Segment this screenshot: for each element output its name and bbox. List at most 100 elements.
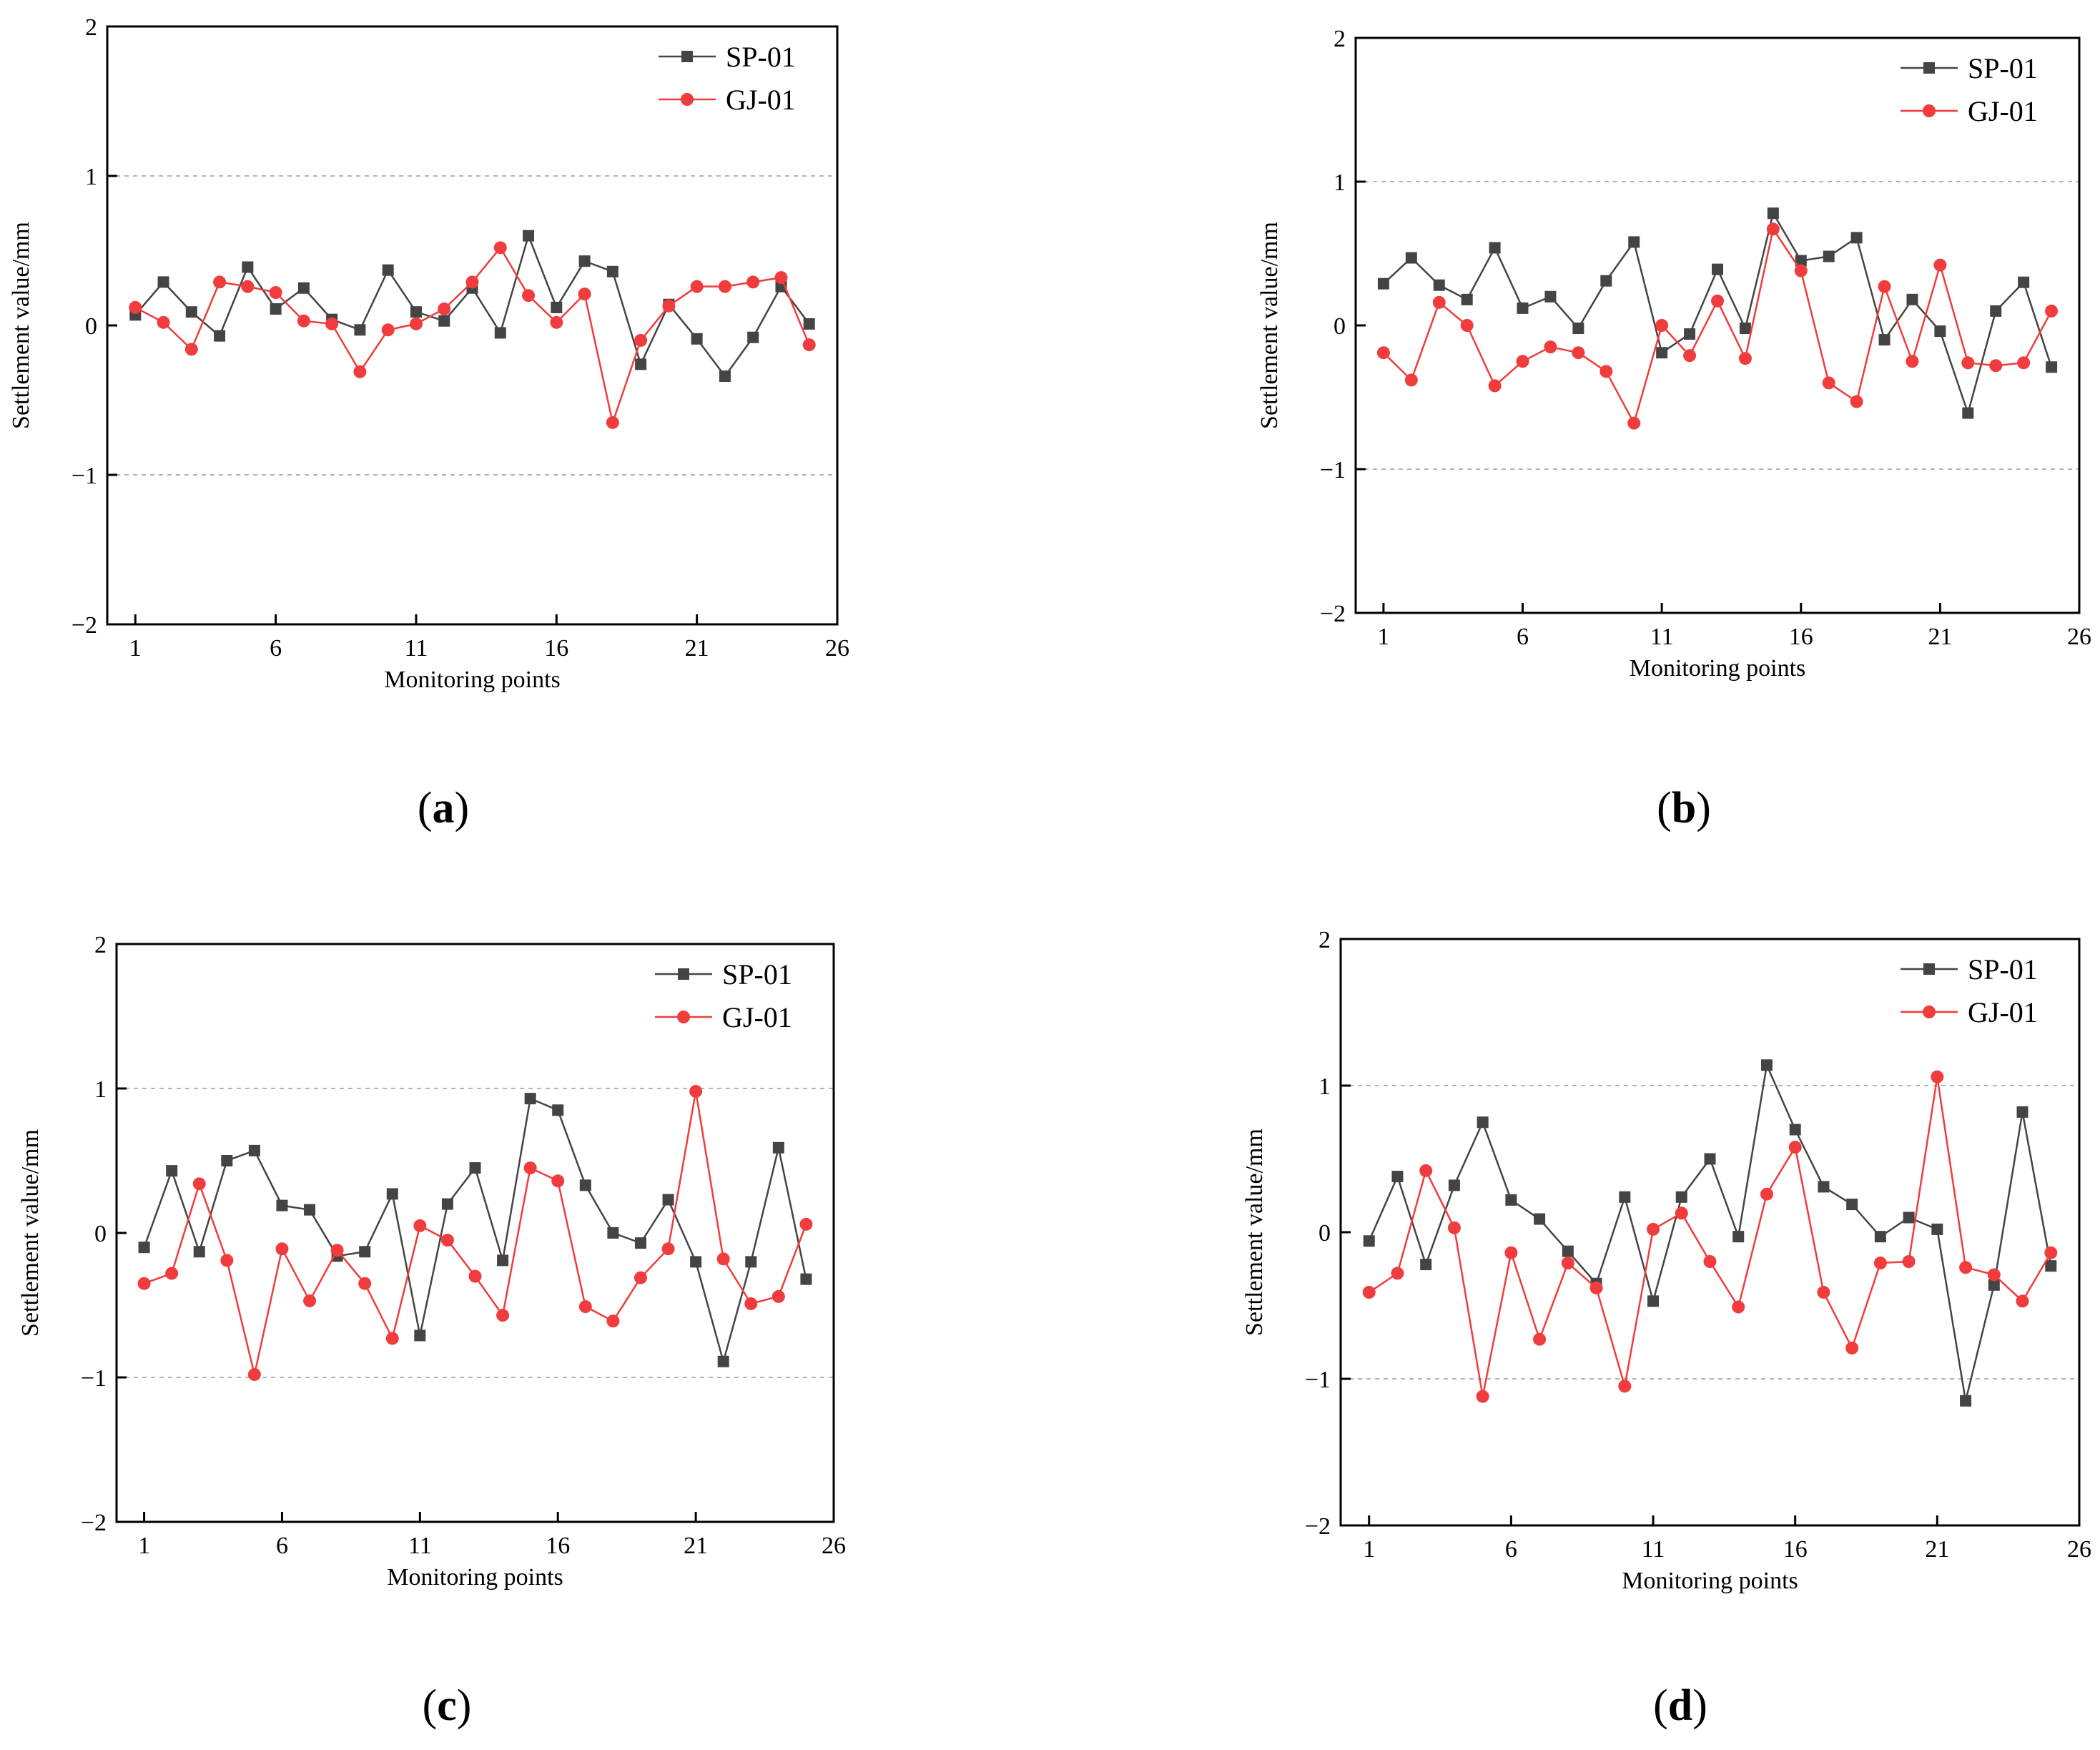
x-tick-label: 6 — [270, 635, 282, 662]
y-tick-label: 1 — [85, 164, 97, 190]
data-point-gj01 — [1931, 1070, 1944, 1083]
x-tick-label: 26 — [2067, 1536, 2091, 1563]
legend-marker — [681, 51, 693, 62]
data-point-gj01 — [1732, 1300, 1745, 1314]
legend-label: SP-01 — [1968, 953, 2038, 985]
data-point-sp01 — [1377, 277, 1389, 290]
x-tick-label: 21 — [1928, 624, 1952, 650]
x-tick-label: 16 — [1783, 1536, 1808, 1563]
legend-marker — [678, 968, 689, 980]
data-point-sp01 — [800, 1273, 812, 1285]
data-point-sp01 — [1572, 323, 1584, 335]
data-point-sp01 — [1448, 1179, 1460, 1191]
data-point-gj01 — [1822, 376, 1835, 390]
data-point-gj01 — [1627, 416, 1641, 430]
data-point-sp01 — [1818, 1181, 1830, 1193]
y-tick-label: −1 — [72, 463, 97, 489]
data-point-sp01 — [1760, 1059, 1773, 1071]
data-point-gj01 — [220, 1254, 234, 1267]
data-point-gj01 — [1561, 1257, 1574, 1270]
data-point-sp01 — [242, 261, 254, 273]
data-point-gj01 — [330, 1244, 344, 1257]
data-point-gj01 — [1460, 319, 1474, 332]
data-point-gj01 — [275, 1242, 289, 1256]
data-point-gj01 — [493, 241, 507, 255]
legend-marker — [681, 93, 694, 106]
data-point-gj01 — [802, 338, 816, 352]
data-point-sp01 — [354, 324, 366, 336]
x-axis-title: Monitoring points — [387, 1564, 563, 1591]
x-tick-label: 6 — [1517, 624, 1529, 650]
x-tick-label: 11 — [1650, 624, 1674, 650]
x-tick-label: 6 — [276, 1533, 288, 1559]
data-point-gj01 — [129, 300, 142, 314]
y-tick-label: 0 — [1318, 1220, 1331, 1247]
data-point-gj01 — [409, 317, 423, 330]
data-point-sp01 — [1433, 279, 1445, 291]
data-point-gj01 — [385, 1332, 399, 1345]
data-point-sp01 — [1988, 1279, 2000, 1291]
series-line-gj-01 — [1383, 227, 2053, 426]
data-point-sp01 — [691, 333, 703, 345]
data-point-gj01 — [1683, 349, 1697, 363]
legend-marker — [677, 1011, 690, 1023]
data-point-gj01 — [1618, 1380, 1632, 1393]
data-point-sp01 — [524, 1093, 536, 1105]
data-point-sp01 — [1461, 293, 1473, 305]
data-point-gj01 — [269, 286, 282, 300]
legend-marker — [1923, 963, 1935, 975]
y-tick-label: −1 — [1320, 457, 1346, 483]
data-point-sp01 — [1732, 1231, 1745, 1243]
data-point-sp01 — [441, 1198, 453, 1210]
data-point-sp01 — [1767, 207, 1779, 220]
x-tick-label: 6 — [1505, 1536, 1517, 1563]
data-point-sp01 — [772, 1141, 784, 1154]
data-point-gj01 — [241, 280, 255, 293]
data-point-sp01 — [1903, 1211, 1915, 1224]
data-point-gj01 — [325, 317, 339, 330]
data-point-gj01 — [718, 280, 731, 293]
plot-frame — [106, 25, 839, 626]
data-point-sp01 — [1489, 242, 1501, 254]
data-point-gj01 — [247, 1367, 261, 1381]
data-point-gj01 — [1794, 264, 1808, 277]
x-tick-label: 26 — [822, 1533, 846, 1559]
series-line-sp-01 — [143, 1097, 807, 1365]
data-point-sp01 — [1600, 275, 1612, 287]
data-point-gj01 — [1766, 222, 1780, 236]
data-point-gj01 — [1488, 379, 1502, 393]
data-point-gj01 — [744, 1297, 758, 1310]
data-point-sp01 — [1850, 232, 1863, 244]
data-point-sp01 — [1684, 328, 1696, 340]
data-point-sp01 — [410, 306, 422, 318]
y-tick-label: 1 — [94, 1076, 107, 1103]
data-point-sp01 — [270, 303, 282, 315]
data-point-sp01 — [579, 1179, 591, 1191]
series-line-sp-01 — [1368, 1061, 2052, 1402]
data-point-sp01 — [719, 370, 731, 383]
data-point-sp01 — [1874, 1231, 1886, 1243]
x-tick-label: 16 — [546, 1533, 570, 1559]
data-point-gj01 — [1902, 1255, 1916, 1268]
y-tick-label: 2 — [1318, 927, 1331, 953]
data-point-gj01 — [774, 271, 788, 285]
panel-caption: (b) — [1657, 784, 1711, 832]
x-tick-label: 26 — [825, 635, 849, 662]
y-tick-label: −2 — [72, 612, 97, 639]
data-point-sp01 — [1628, 236, 1640, 248]
data-point-gj01 — [1703, 1255, 1717, 1268]
data-point-sp01 — [1619, 1191, 1631, 1203]
data-point-gj01 — [157, 315, 170, 329]
data-point-gj01 — [353, 365, 367, 378]
data-point-sp01 — [414, 1329, 426, 1342]
data-point-gj01 — [1504, 1246, 1518, 1259]
data-point-sp01 — [276, 1199, 288, 1211]
series-line-gj-01 — [1369, 1076, 2052, 1397]
data-point-gj01 — [1873, 1257, 1887, 1270]
data-point-gj01 — [1817, 1286, 1830, 1299]
x-tick-label: 1 — [1377, 624, 1389, 650]
legend-marker — [1923, 1006, 1936, 1018]
data-point-gj01 — [192, 1177, 206, 1191]
